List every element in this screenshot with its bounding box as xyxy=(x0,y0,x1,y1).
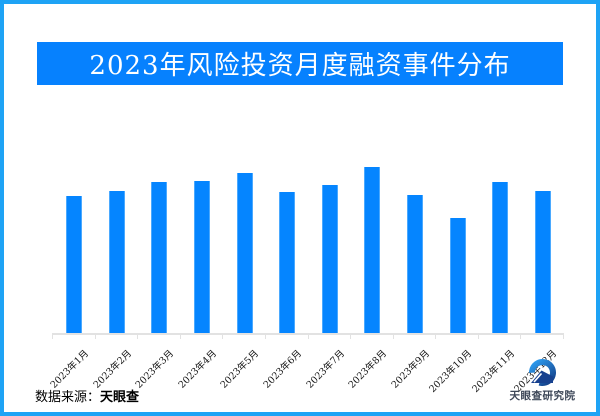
bar xyxy=(449,218,466,333)
bar xyxy=(534,191,551,333)
x-tick-label: 2023年8月 xyxy=(346,348,390,391)
source-label: 数据来源：天眼查 xyxy=(35,386,139,405)
title-banner: 2023年风险投资月度融资事件分布 xyxy=(37,42,563,85)
bar xyxy=(236,173,253,333)
chart-title: 2023年风险投资月度融资事件分布 xyxy=(89,51,511,81)
bar xyxy=(364,167,381,333)
x-axis-tick xyxy=(563,333,564,339)
bar xyxy=(492,182,509,333)
x-axis-tick xyxy=(307,333,309,339)
x-axis-tick xyxy=(179,333,181,339)
bar xyxy=(321,185,338,333)
x-axis-tick xyxy=(435,333,437,339)
x-tick-label: 2023年10月 xyxy=(427,348,475,395)
x-axis-tick xyxy=(392,333,394,339)
source-prefix: 数据来源： xyxy=(35,390,101,405)
x-axis-tick xyxy=(222,333,224,339)
x-tick-label: 2023年5月 xyxy=(218,348,262,391)
x-tick-label: 2023年3月 xyxy=(133,348,177,391)
x-axis-tick xyxy=(52,333,53,339)
x-axis-tick xyxy=(350,333,352,339)
x-axis-tick xyxy=(94,333,96,339)
bar xyxy=(66,196,83,333)
brand-logo-text: 天眼查研究院 xyxy=(509,390,576,402)
bar xyxy=(406,195,423,333)
x-axis-tick xyxy=(520,333,522,339)
x-tick-label: 2023年6月 xyxy=(261,348,305,391)
tianyancha-logo-icon xyxy=(529,359,556,386)
x-tick-label: 2023年2月 xyxy=(91,348,134,391)
x-axis-tick xyxy=(264,333,266,339)
x-tick-label: 2023年4月 xyxy=(176,348,219,391)
brand-logo: 天眼查研究院 xyxy=(505,359,580,403)
x-axis-tick xyxy=(137,333,139,339)
x-tick-label: 2023年1月 xyxy=(48,348,92,391)
bar xyxy=(194,181,211,333)
bar xyxy=(151,182,168,333)
x-axis-tick xyxy=(477,333,479,339)
bar xyxy=(108,191,125,333)
source-name: 天眼查 xyxy=(100,390,140,405)
bar xyxy=(279,192,296,333)
x-tick-label: 2023年7月 xyxy=(304,348,347,391)
